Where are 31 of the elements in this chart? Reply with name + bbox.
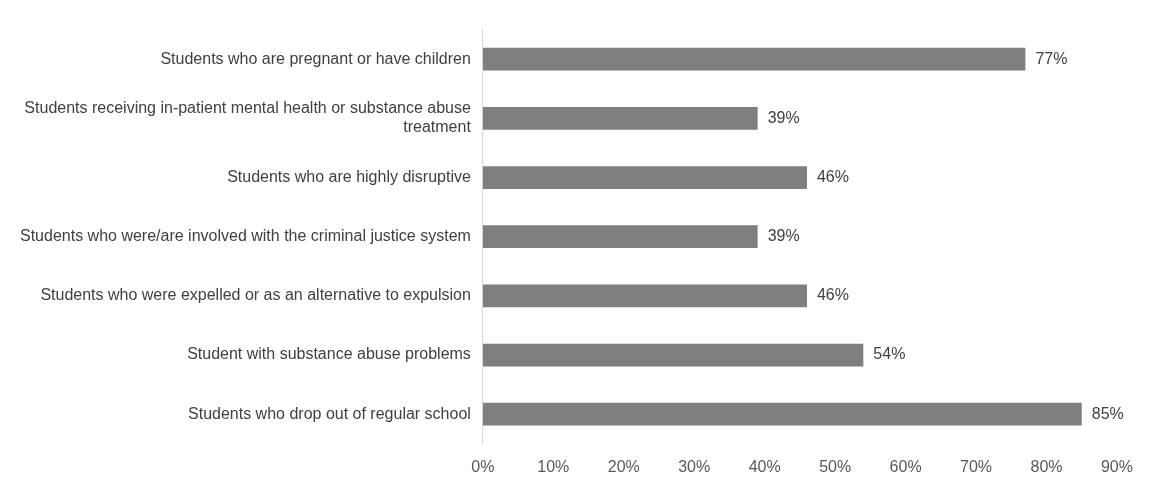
x-tick-label: 70% [960,457,993,475]
y-tick-label: Students who are highly disruptive [227,167,471,185]
data-label: 39% [767,108,800,126]
bar [482,225,758,249]
bar [482,343,864,367]
data-label: 39% [767,227,800,245]
x-tick-label: 10% [537,457,570,475]
data-label: 77% [1035,49,1068,67]
x-tick-label: 20% [607,457,640,475]
bar [482,47,1026,71]
data-label: 54% [873,345,906,363]
x-tick-label: 30% [678,457,711,475]
x-tick-label: 50% [819,457,852,475]
bar [482,402,1082,426]
y-tick-label: Students who drop out of regular school [188,404,471,422]
data-label: 85% [1091,404,1124,422]
y-tick-label: Student with substance abuse problems [187,345,471,363]
x-tick-label: 90% [1100,457,1133,475]
x-tick-label: 40% [748,457,781,475]
y-tick-label: Students who were/are involved with the criminal justice system [20,227,471,245]
bar [482,166,807,189]
y-tick-label: Students who are pregnant or have children [160,49,471,67]
y-tick-label: Students receiving in-patient mental health or substance abuse treatment [24,99,472,136]
x-tick-label: 60% [889,457,922,475]
y-tick-label: Students who were expelled or as an alternative to expulsion [40,286,471,304]
x-tick-label: 0% [471,457,495,475]
data-label: 46% [816,167,849,185]
data-label: 46% [816,286,849,304]
bar [482,106,758,130]
x-tick-label: 80% [1030,457,1063,475]
bar [482,284,807,308]
